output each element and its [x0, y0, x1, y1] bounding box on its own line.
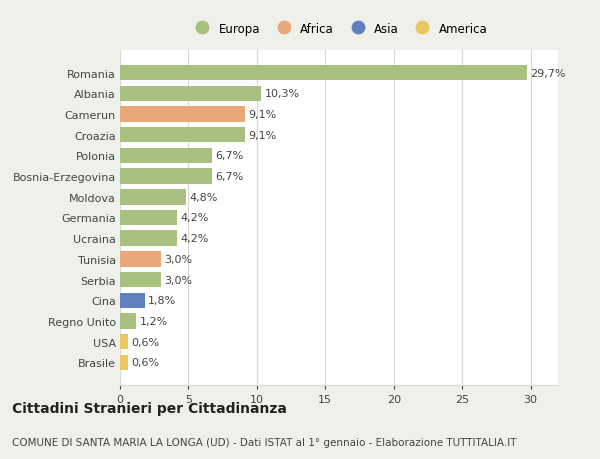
- Text: 1,8%: 1,8%: [148, 296, 176, 306]
- Bar: [120, 169, 212, 185]
- Text: 29,7%: 29,7%: [530, 68, 565, 78]
- Bar: [120, 66, 527, 81]
- Bar: [120, 334, 128, 350]
- Text: 3,0%: 3,0%: [164, 275, 193, 285]
- Bar: [120, 313, 136, 329]
- Text: 6,7%: 6,7%: [215, 172, 244, 182]
- Bar: [120, 148, 212, 164]
- Bar: [120, 210, 178, 226]
- Text: 6,7%: 6,7%: [215, 151, 244, 161]
- Text: COMUNE DI SANTA MARIA LA LONGA (UD) - Dati ISTAT al 1° gennaio - Elaborazione TU: COMUNE DI SANTA MARIA LA LONGA (UD) - Da…: [12, 437, 517, 448]
- Bar: [120, 231, 178, 246]
- Bar: [120, 272, 161, 288]
- Text: 10,3%: 10,3%: [265, 89, 299, 99]
- Bar: [120, 128, 245, 143]
- Bar: [120, 190, 186, 205]
- Text: 4,8%: 4,8%: [189, 192, 217, 202]
- Text: 3,0%: 3,0%: [164, 254, 193, 264]
- Text: 1,2%: 1,2%: [140, 316, 168, 326]
- Legend: Europa, Africa, Asia, America: Europa, Africa, Asia, America: [185, 18, 493, 40]
- Text: 9,1%: 9,1%: [248, 130, 276, 140]
- Bar: [120, 355, 128, 370]
- Text: 9,1%: 9,1%: [248, 110, 276, 120]
- Bar: [120, 293, 145, 308]
- Text: Cittadini Stranieri per Cittadinanza: Cittadini Stranieri per Cittadinanza: [12, 402, 287, 415]
- Bar: [120, 252, 161, 267]
- Text: 0,6%: 0,6%: [131, 337, 160, 347]
- Bar: [120, 107, 245, 123]
- Text: 4,2%: 4,2%: [181, 213, 209, 223]
- Bar: [120, 86, 261, 102]
- Text: 4,2%: 4,2%: [181, 234, 209, 244]
- Text: 0,6%: 0,6%: [131, 358, 160, 368]
